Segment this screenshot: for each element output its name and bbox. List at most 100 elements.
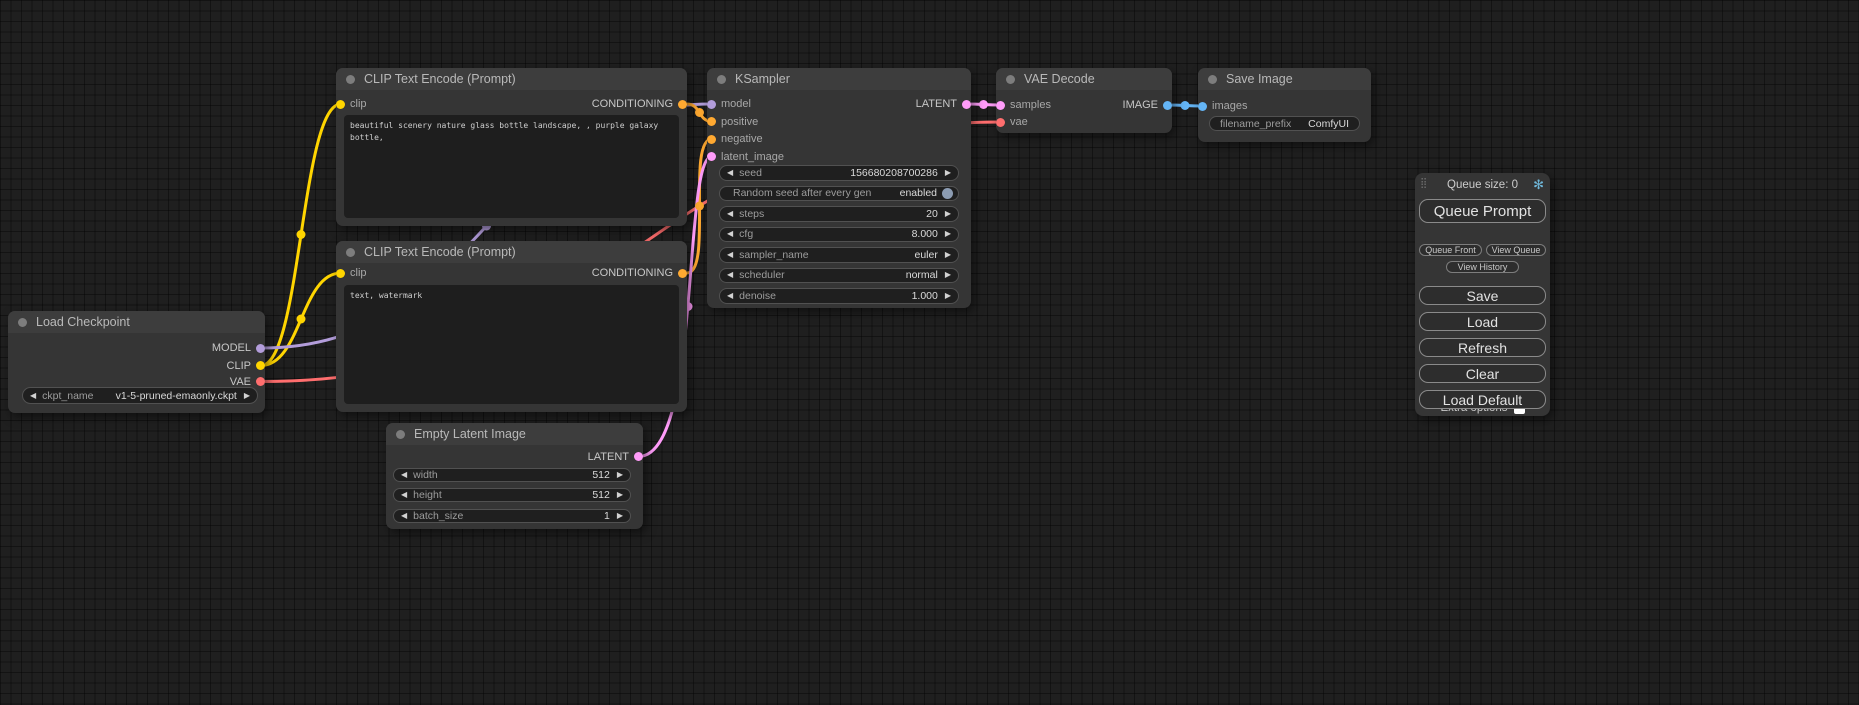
input-slot-clip[interactable] — [336, 99, 345, 109]
node-save-image[interactable]: Save Image images filename_prefix ComfyU… — [1198, 68, 1371, 142]
refresh-button[interactable]: Refresh — [1419, 338, 1546, 357]
input-slot-samples[interactable] — [996, 100, 1005, 110]
decrement-arrow-icon[interactable]: ◀ — [401, 469, 408, 479]
input-slot-negative[interactable] — [707, 134, 716, 144]
increment-arrow-icon[interactable]: ▶ — [944, 290, 951, 300]
increment-arrow-icon[interactable]: ▶ — [616, 469, 623, 479]
node-clip-text-encode-positive[interactable]: CLIP Text Encode (Prompt) clip CONDITION… — [336, 68, 687, 226]
node-title-bar[interactable]: CLIP Text Encode (Prompt) — [336, 68, 687, 90]
scheduler-widget[interactable]: ◀ scheduler normal ▶ — [719, 267, 959, 283]
widget-value: v1-5-pruned-emaonly.ckpt — [115, 389, 237, 402]
input-slot-vae[interactable] — [996, 117, 1005, 127]
increment-arrow-icon[interactable]: ▶ — [243, 390, 250, 400]
clear-button[interactable]: Clear — [1419, 364, 1546, 383]
collapse-dot-icon[interactable] — [717, 74, 726, 84]
toggle-knob-icon[interactable] — [942, 187, 953, 199]
input-slot-model[interactable] — [707, 99, 716, 109]
load-button[interactable]: Load — [1419, 312, 1546, 331]
node-title-bar[interactable]: CLIP Text Encode (Prompt) — [336, 241, 687, 263]
decrement-arrow-icon[interactable]: ◀ — [727, 249, 734, 259]
settings-gear-icon[interactable]: ✻ — [1533, 177, 1544, 192]
increment-arrow-icon[interactable]: ▶ — [616, 490, 623, 499]
output-slot-clip[interactable] — [256, 361, 265, 370]
output-slot-conditioning[interactable] — [678, 268, 687, 278]
node-title-bar[interactable]: KSampler — [707, 68, 971, 90]
link-dot[interactable] — [979, 100, 988, 109]
decrement-arrow-icon[interactable]: ◀ — [727, 270, 734, 280]
prompt-textarea[interactable]: text, watermark — [344, 285, 679, 404]
queue-front-button[interactable]: Queue Front — [1419, 244, 1482, 256]
decrement-arrow-icon[interactable]: ◀ — [30, 390, 37, 400]
increment-arrow-icon[interactable]: ▶ — [944, 229, 951, 239]
widget-label: Random seed after every gen — [733, 187, 872, 200]
ckpt-name-widget[interactable]: ◀ ckpt_name v1-5-pruned-emaonly.ckpt ▶ — [22, 387, 258, 404]
collapse-dot-icon[interactable] — [346, 247, 355, 257]
widget-value: 156680208700286 — [850, 166, 938, 179]
decrement-arrow-icon[interactable]: ◀ — [727, 229, 734, 239]
denoise-widget[interactable]: ◀ denoise 1.000 ▶ — [719, 288, 959, 304]
node-title-bar[interactable]: Empty Latent Image — [386, 423, 643, 445]
decrement-arrow-icon[interactable]: ◀ — [727, 290, 734, 300]
node-vae-decode[interactable]: VAE Decode samples vae IMAGE — [996, 68, 1172, 133]
link-dot[interactable] — [296, 230, 306, 239]
input-slot-positive[interactable] — [707, 117, 716, 126]
seed-widget[interactable]: ◀ seed 156680208700286 ▶ — [719, 165, 959, 181]
increment-arrow-icon[interactable]: ▶ — [944, 167, 951, 177]
drag-handle-icon[interactable]: ⣿ — [1420, 178, 1428, 189]
batch-size-widget[interactable]: ◀ batch_size 1 ▶ — [393, 508, 631, 523]
view-queue-button[interactable]: View Queue — [1486, 244, 1546, 256]
output-slot-image[interactable] — [1163, 100, 1172, 110]
decrement-arrow-icon[interactable]: ◀ — [401, 510, 408, 520]
height-widget[interactable]: ◀ height 512 ▶ — [393, 488, 631, 502]
decrement-arrow-icon[interactable]: ◀ — [401, 490, 408, 499]
cfg-widget[interactable]: ◀ cfg 8.000 ▶ — [719, 226, 959, 242]
decrement-arrow-icon[interactable]: ◀ — [727, 208, 734, 218]
filename-prefix-widget[interactable]: filename_prefix ComfyUI — [1209, 116, 1360, 131]
width-widget[interactable]: ◀ width 512 ▶ — [393, 467, 631, 482]
collapse-dot-icon[interactable] — [346, 74, 355, 84]
input-slot-images[interactable] — [1198, 101, 1207, 111]
queue-prompt-button[interactable]: Queue Prompt — [1419, 199, 1546, 223]
node-load-checkpoint[interactable]: Load Checkpoint MODEL CLIP VAE ◀ ckpt_na… — [8, 311, 265, 413]
input-label-vae: vae — [1010, 116, 1028, 128]
save-button[interactable]: Save — [1419, 286, 1546, 305]
output-slot-conditioning[interactable] — [678, 99, 687, 109]
steps-widget[interactable]: ◀ steps 20 ▶ — [719, 206, 959, 222]
widget-label: steps — [739, 207, 765, 220]
view-history-button[interactable]: View History — [1446, 261, 1519, 273]
collapse-dot-icon[interactable] — [1208, 74, 1217, 84]
output-slot-vae[interactable] — [256, 377, 265, 386]
node-title-bar[interactable]: VAE Decode — [996, 68, 1172, 90]
collapse-dot-icon[interactable] — [1006, 74, 1015, 84]
node-title: KSampler — [735, 72, 790, 86]
output-slot-model[interactable] — [256, 343, 265, 353]
node-ksampler[interactable]: KSampler model positive negative latent_… — [707, 68, 971, 308]
output-slot-latent[interactable] — [634, 452, 643, 461]
increment-arrow-icon[interactable]: ▶ — [944, 249, 951, 259]
output-slot-latent[interactable] — [962, 99, 971, 109]
prompt-textarea[interactable]: beautiful scenery nature glass bottle la… — [344, 115, 679, 218]
node-clip-text-encode-negative[interactable]: CLIP Text Encode (Prompt) clip CONDITION… — [336, 241, 687, 412]
increment-arrow-icon[interactable]: ▶ — [616, 510, 623, 520]
input-slot-clip[interactable] — [336, 268, 345, 278]
link-dot[interactable] — [695, 108, 704, 117]
collapse-dot-icon[interactable] — [396, 429, 405, 439]
node-empty-latent-image[interactable]: Empty Latent Image LATENT ◀ width 512 ▶ … — [386, 423, 643, 529]
node-title-bar[interactable]: Load Checkpoint — [8, 311, 265, 333]
input-slot-latent-image[interactable] — [707, 152, 716, 161]
widget-value: 8.000 — [911, 228, 938, 241]
link-dot[interactable] — [695, 201, 704, 211]
link-dot[interactable] — [1180, 101, 1190, 110]
output-label-image: IMAGE — [1122, 99, 1158, 111]
widget-label: width — [413, 468, 438, 481]
increment-arrow-icon[interactable]: ▶ — [944, 208, 951, 218]
decrement-arrow-icon[interactable]: ◀ — [727, 167, 734, 177]
random-seed-toggle-widget[interactable]: Random seed after every gen enabled — [719, 185, 959, 201]
link-dot[interactable] — [296, 314, 306, 324]
sampler-name-widget[interactable]: ◀ sampler_name euler ▶ — [719, 247, 959, 263]
queue-panel[interactable]: ⣿ Queue size: 0 ✻ Queue Prompt Extra opt… — [1415, 173, 1550, 416]
collapse-dot-icon[interactable] — [18, 317, 27, 327]
increment-arrow-icon[interactable]: ▶ — [944, 270, 951, 280]
node-title-bar[interactable]: Save Image — [1198, 68, 1371, 90]
load-default-button[interactable]: Load Default — [1419, 390, 1546, 409]
